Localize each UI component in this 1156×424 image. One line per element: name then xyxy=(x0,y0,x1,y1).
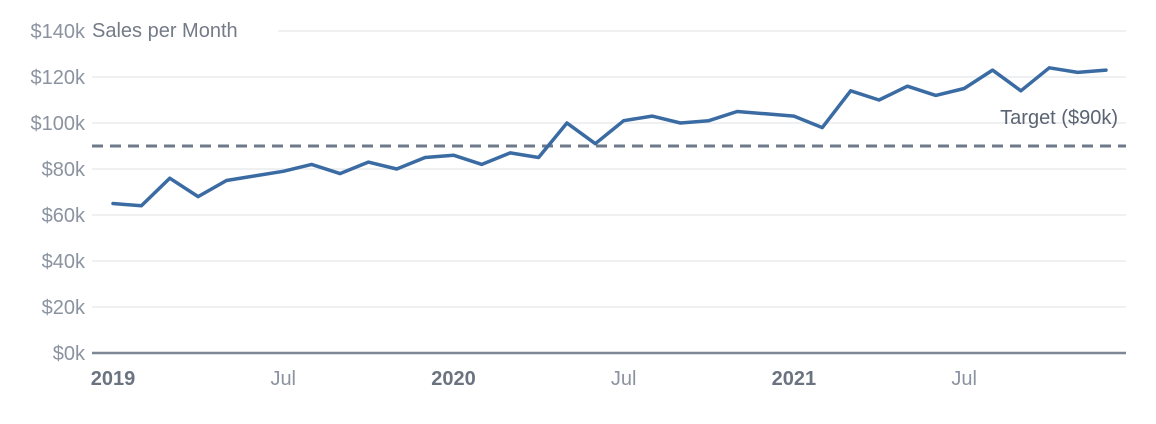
x-tick-label-2020-12: 2020 xyxy=(431,368,476,390)
sales-series-line xyxy=(111,66,1108,208)
x-tick-label-jul-18: Jul xyxy=(611,368,637,390)
y-tick-label-0k: $0k xyxy=(53,343,86,365)
x-tick-label-2021-24: 2021 xyxy=(772,368,817,390)
y-tick-label-100k: $100k xyxy=(31,113,86,135)
y-tick-label-60k: $60k xyxy=(42,205,86,227)
y-tick-label-20k: $20k xyxy=(42,297,86,319)
x-tick-label-2019-0: 2019 xyxy=(91,368,136,390)
y-tick-label-120k: $120k xyxy=(31,67,86,89)
y-tick-label-80k: $80k xyxy=(42,159,86,181)
y-tick-label-40k: $40k xyxy=(42,251,86,273)
target-line-label: Target ($90k) xyxy=(1000,107,1118,129)
x-tick-label-jul-6: Jul xyxy=(270,368,296,390)
y-tick-label-140k: $140k xyxy=(31,21,86,43)
x-tick-label-jul-30: Jul xyxy=(951,368,977,390)
chart-title: Sales per Month xyxy=(92,20,238,42)
